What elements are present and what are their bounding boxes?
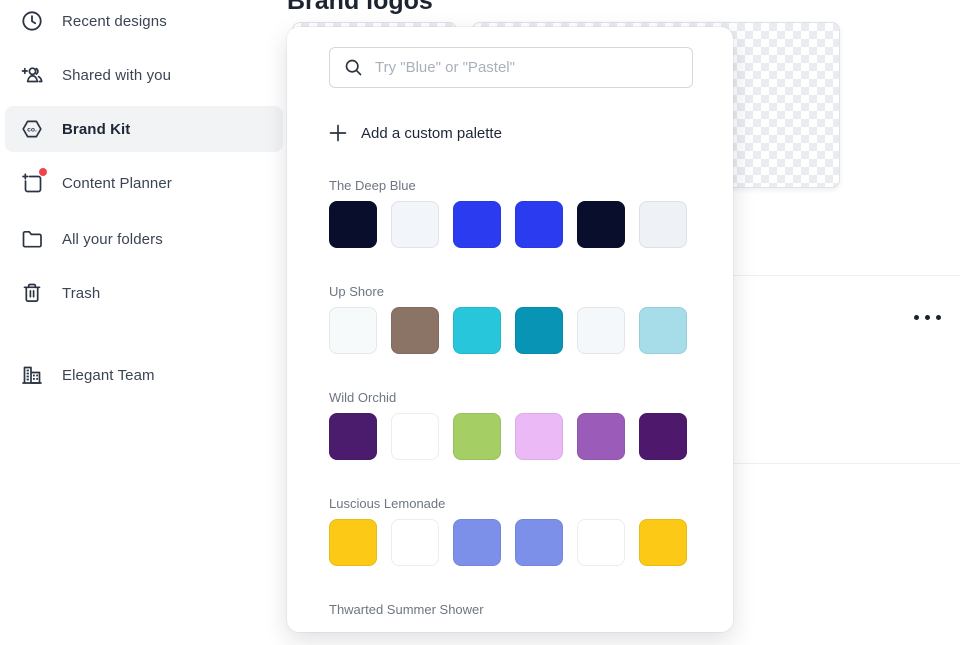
- palette-section: Luscious Lemonade: [329, 496, 693, 566]
- sidebar-item-label: All your folders: [62, 230, 163, 248]
- svg-text:co.: co.: [27, 127, 37, 134]
- color-swatch[interactable]: [639, 413, 687, 460]
- color-swatch[interactable]: [453, 201, 501, 248]
- color-swatch[interactable]: [391, 519, 439, 566]
- palette-search-input[interactable]: [329, 47, 693, 88]
- color-swatch[interactable]: [639, 307, 687, 354]
- palette-section: Wild Orchid: [329, 390, 693, 460]
- notification-dot: [38, 167, 48, 177]
- palette-section: The Deep Blue: [329, 178, 693, 248]
- sidebar-item-label: Content Planner: [62, 174, 172, 192]
- clock-icon: [20, 9, 44, 33]
- sidebar-item-trash[interactable]: Trash: [5, 270, 283, 316]
- sidebar-item-brand-kit[interactable]: co. Brand Kit: [5, 106, 283, 152]
- color-swatch[interactable]: [329, 307, 377, 354]
- color-swatch[interactable]: [639, 201, 687, 248]
- color-swatch[interactable]: [453, 519, 501, 566]
- sidebar-item-label: Shared with you: [62, 66, 172, 84]
- calendar-plus-icon: [20, 167, 48, 195]
- search-icon: [343, 57, 364, 78]
- sidebar-item-label: Recent designs: [62, 12, 167, 30]
- color-swatch[interactable]: [329, 519, 377, 566]
- palette-section: Thwarted Summer Shower: [329, 602, 693, 618]
- color-swatch[interactable]: [329, 201, 377, 248]
- sidebar-item-label: Elegant Team: [62, 366, 155, 384]
- add-custom-palette-label: Add a custom palette: [361, 124, 502, 142]
- swatch-row: [329, 519, 693, 566]
- sidebar-item-shared-with-you[interactable]: Shared with you: [5, 52, 283, 98]
- swatch-row: [329, 413, 693, 460]
- color-swatch[interactable]: [453, 307, 501, 354]
- more-options-button[interactable]: [905, 303, 949, 331]
- palette-name: Wild Orchid: [329, 390, 397, 405]
- add-custom-palette-button[interactable]: Add a custom palette: [329, 124, 693, 142]
- swatch-row: [329, 201, 693, 248]
- color-swatch[interactable]: [515, 413, 563, 460]
- palette-name: The Deep Blue: [329, 178, 416, 193]
- sidebar-item-content-planner[interactable]: Content Planner: [5, 160, 283, 206]
- color-swatch[interactable]: [391, 307, 439, 354]
- color-palette-popup: Add a custom palette The Deep Blue Up Sho…: [287, 27, 733, 632]
- palette-name: Luscious Lemonade: [329, 496, 446, 511]
- sidebar-item-label: Brand Kit: [62, 120, 131, 138]
- page-title: Brand logos: [287, 0, 433, 15]
- color-swatch[interactable]: [391, 413, 439, 460]
- swatch-row: [329, 307, 693, 354]
- sidebar: Recent designs Shared with you co.: [0, 0, 284, 645]
- color-swatch[interactable]: [515, 519, 563, 566]
- buildings-icon: [20, 363, 44, 387]
- sidebar-item-label: Trash: [62, 284, 101, 302]
- color-swatch[interactable]: [577, 201, 625, 248]
- palette-name: Up Shore: [329, 284, 384, 299]
- folder-icon: [20, 227, 44, 251]
- color-swatch[interactable]: [577, 413, 625, 460]
- sidebar-item-elegant-team[interactable]: Elegant Team: [5, 352, 283, 398]
- color-swatch[interactable]: [329, 413, 377, 460]
- color-swatch[interactable]: [453, 413, 501, 460]
- color-swatch[interactable]: [515, 307, 563, 354]
- color-swatch[interactable]: [577, 519, 625, 566]
- color-swatch[interactable]: [577, 307, 625, 354]
- color-swatch[interactable]: [391, 201, 439, 248]
- color-swatch[interactable]: [639, 519, 687, 566]
- trash-icon: [20, 281, 44, 305]
- dot-icon: [913, 314, 919, 320]
- dot-icon: [935, 314, 941, 320]
- sidebar-item-all-your-folders[interactable]: All your folders: [5, 216, 283, 262]
- brand-kit-hexagon-icon: co.: [20, 117, 44, 141]
- palette-list: The Deep Blue Up Shore Wild Orchid Luscious…: [329, 178, 693, 618]
- plus-icon: [329, 124, 347, 142]
- dot-icon: [924, 314, 930, 320]
- palette-section: Up Shore: [329, 284, 693, 354]
- palette-name: Thwarted Summer Shower: [329, 602, 484, 617]
- people-plus-icon: [20, 63, 44, 87]
- sidebar-item-recent-designs[interactable]: Recent designs: [5, 0, 283, 44]
- color-swatch[interactable]: [515, 201, 563, 248]
- palette-search: [329, 47, 693, 88]
